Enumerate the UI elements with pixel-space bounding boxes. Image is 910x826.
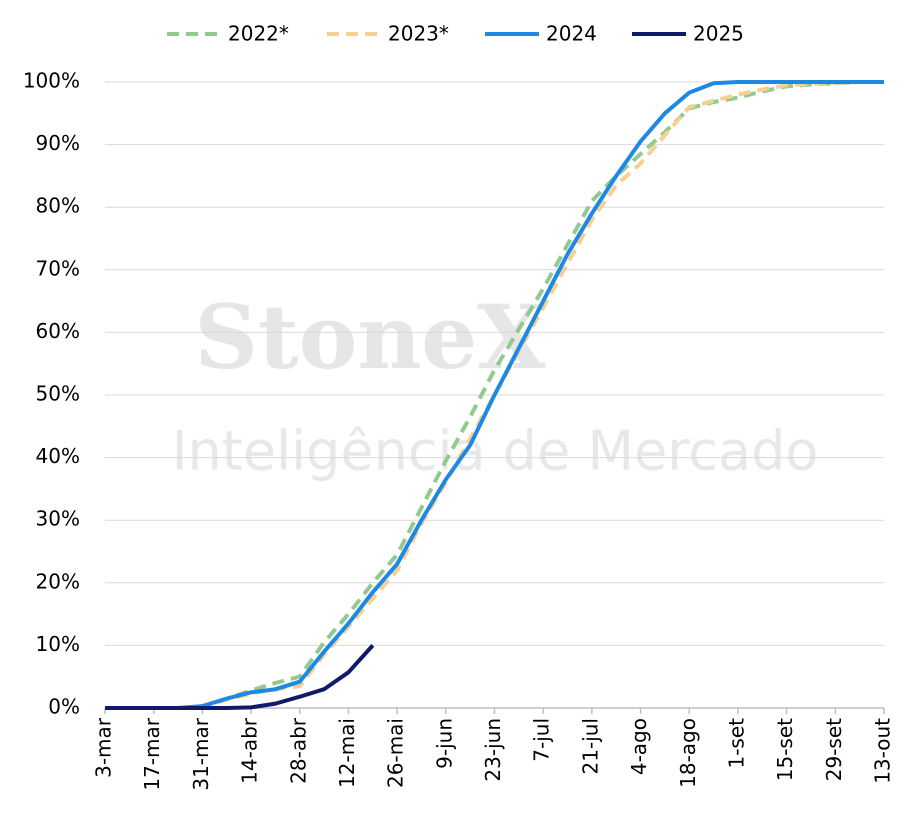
watermark-brand: StoneX <box>194 285 546 389</box>
legend-label: 2024 <box>546 22 597 46</box>
y-tick-label: 80% <box>36 194 80 218</box>
y-tick-label: 0% <box>48 695 80 719</box>
series-line <box>105 644 375 710</box>
y-tick-label: 50% <box>36 382 80 406</box>
x-tick-label: 14-abr <box>238 717 262 784</box>
x-tick-label: 4-ago <box>627 718 651 775</box>
x-tick-label: 29-set <box>822 718 846 781</box>
x-tick-label: 18-ago <box>676 718 700 788</box>
series-line <box>105 80 884 710</box>
x-tick-label: 13-out <box>871 718 895 784</box>
y-tick-label: 30% <box>36 507 80 531</box>
y-tick-label: 100% <box>23 69 80 93</box>
x-tick-label: 17-mar <box>140 717 164 790</box>
x-tick-label: 23-jun <box>481 718 505 782</box>
x-tick-label: 9-jun <box>432 718 456 769</box>
x-tick-label: 28-abr <box>286 717 310 784</box>
legend-label: 2025 <box>693 22 744 46</box>
y-tick-label: 20% <box>36 569 80 593</box>
watermark-subtitle: Inteligência de Mercado <box>172 420 819 483</box>
series-line <box>105 80 884 710</box>
y-tick-label: 10% <box>36 632 80 656</box>
y-tick-label: 60% <box>36 319 80 343</box>
y-tick-label: 40% <box>36 444 80 468</box>
legend-label: 2023* <box>388 22 449 46</box>
x-tick-label: 15-set <box>773 718 797 781</box>
x-tick-label: 31-mar <box>189 717 213 790</box>
x-tick-label: 12-mai <box>335 718 359 788</box>
x-tick-label: 3-mar <box>92 717 116 778</box>
x-tick-label: 26-mai <box>384 718 408 788</box>
x-tick-label: 1-set <box>724 718 748 769</box>
x-tick-label: 7-jul <box>530 718 554 762</box>
y-tick-label: 70% <box>36 256 80 280</box>
legend-label: 2022* <box>228 22 289 46</box>
y-tick-label: 90% <box>36 131 80 155</box>
x-tick-label: 21-jul <box>578 718 602 774</box>
